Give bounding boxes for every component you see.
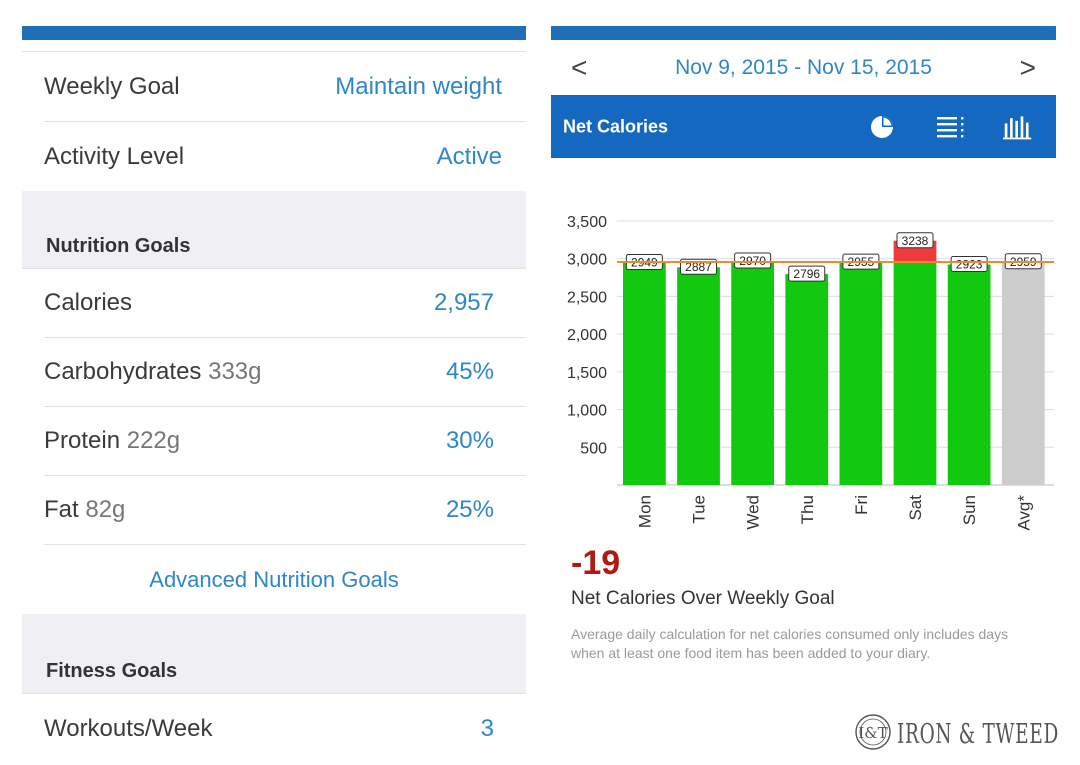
top-bar <box>22 26 526 40</box>
report-title[interactable]: Net Calories <box>563 116 669 136</box>
pie-chart-icon[interactable] <box>867 112 897 142</box>
workouts-week-label: Workouts/Week <box>44 714 213 742</box>
calories-row[interactable]: Calories 2,957 <box>44 269 526 338</box>
goals-panel: Weekly Goal Maintain weight Activity Lev… <box>22 26 526 765</box>
carbohydrates-name: Carbohydrates <box>44 358 202 385</box>
net-calories-report: < Nov 9, 2015 - Nov 15, 2015 > Net Calor… <box>551 26 1056 765</box>
report-header: Net Calories <box>551 95 1056 158</box>
bar <box>623 262 666 485</box>
activity-level-value[interactable]: Active <box>436 142 502 170</box>
data-label-box <box>788 265 826 282</box>
carbohydrates-label: Carbohydrates 333g <box>44 358 261 386</box>
nutrition-goals-title: Nutrition Goals <box>46 235 191 257</box>
fat-row[interactable]: Fat 82g 25% <box>44 476 526 545</box>
net-calories-bar-chart: 5001,0001,5002,0002,5003,0003,5002949Mon… <box>567 214 1054 531</box>
data-label: 2887 <box>685 260 712 274</box>
y-tick-label: 500 <box>580 440 607 457</box>
protein-name: Protein <box>44 427 121 454</box>
logo-monogram: I&T <box>858 724 887 742</box>
protein-label: Protein 222g <box>44 427 180 455</box>
data-label-box <box>734 252 772 269</box>
data-label-box <box>680 258 718 275</box>
bar-chart-icon[interactable] <box>1003 112 1033 142</box>
data-label-box <box>950 256 988 273</box>
fitness-goals-title: Fitness Goals <box>46 660 178 682</box>
date-range: Nov 9, 2015 - Nov 15, 2015 <box>675 55 932 79</box>
x-tick-label: Sun <box>960 495 979 525</box>
calories-value[interactable]: 2,957 <box>433 289 494 316</box>
bar <box>1001 261 1045 485</box>
y-tick-label: 2,000 <box>567 327 607 344</box>
activity-level-row[interactable]: Activity Level Active <box>44 122 526 191</box>
top-bar <box>551 26 1056 40</box>
spacer <box>22 40 526 52</box>
weekly-goal-difference-label: Net Calories Over Weekly Goal <box>571 588 835 609</box>
y-tick-label: 3,000 <box>567 252 607 269</box>
x-tick-label: Tue <box>690 495 709 524</box>
x-tick-label: Fri <box>852 495 871 515</box>
weekly-goal-row[interactable]: Weekly Goal Maintain weight <box>44 52 526 122</box>
activity-level-label: Activity Level <box>44 142 185 170</box>
bar <box>785 274 829 485</box>
y-tick-label: 3,500 <box>567 214 607 231</box>
protein-percent[interactable]: 30% <box>445 427 494 454</box>
weekly-goal-value[interactable]: Maintain weight <box>335 72 502 100</box>
list-icon[interactable] <box>936 112 966 142</box>
carbohydrates-grams: 333g <box>208 358 262 385</box>
date-navigation: < Nov 9, 2015 - Nov 15, 2015 > <box>551 40 1056 95</box>
advanced-nutrition-goals-link[interactable]: Advanced Nutrition Goals <box>22 545 526 614</box>
next-week-arrow-icon[interactable]: > <box>1019 51 1036 83</box>
y-tick-label: 1,500 <box>567 365 607 382</box>
fat-name: Fat <box>44 496 79 523</box>
x-tick-label: Mon <box>635 495 654 528</box>
x-tick-label: Thu <box>798 495 817 524</box>
weekly-goal-difference: -19 <box>571 544 621 582</box>
bar <box>947 264 991 485</box>
y-tick-label: 2,500 <box>567 289 607 306</box>
carbohydrates-row[interactable]: Carbohydrates 333g 45% <box>44 338 526 407</box>
bar <box>731 261 775 485</box>
nutrition-goals-header: Nutrition Goals <box>22 191 526 269</box>
fat-percent[interactable]: 25% <box>445 496 494 523</box>
bar <box>677 267 720 485</box>
fitness-goals-header: Fitness Goals <box>22 614 526 694</box>
data-label: 2796 <box>793 267 820 281</box>
data-label: 3238 <box>902 234 929 248</box>
protein-row[interactable]: Protein 222g 30% <box>44 407 526 476</box>
previous-week-arrow-icon[interactable]: < <box>571 51 588 83</box>
advanced-nutrition-goals-label[interactable]: Advanced Nutrition Goals <box>149 566 399 592</box>
bar <box>839 262 883 485</box>
fat-label: Fat 82g <box>44 496 125 524</box>
x-tick-label: Wed <box>744 495 763 530</box>
x-tick-label: Avg* <box>1014 495 1033 531</box>
bar <box>893 261 937 485</box>
data-label-box <box>896 232 934 249</box>
logo-wordmark: IRON & TWEED <box>897 719 1059 750</box>
data-label: 2923 <box>956 258 983 272</box>
carbohydrates-percent[interactable]: 45% <box>445 358 494 385</box>
weekly-goal-label: Weekly Goal <box>44 72 180 100</box>
iron-and-tweed-logo-icon: I&T IRON & TWEED <box>855 714 1059 750</box>
x-tick-label: Sat <box>906 495 925 521</box>
fat-grams: 82g <box>85 496 126 523</box>
protein-grams: 222g <box>126 427 181 454</box>
calories-label: Calories <box>44 289 133 316</box>
y-tick-label: 1,000 <box>567 403 607 420</box>
average-footnote: Average daily calculation for net calori… <box>571 626 1009 661</box>
workouts-week-value[interactable]: 3 <box>480 714 494 742</box>
workouts-week-row[interactable]: Workouts/Week 3 <box>44 694 526 763</box>
